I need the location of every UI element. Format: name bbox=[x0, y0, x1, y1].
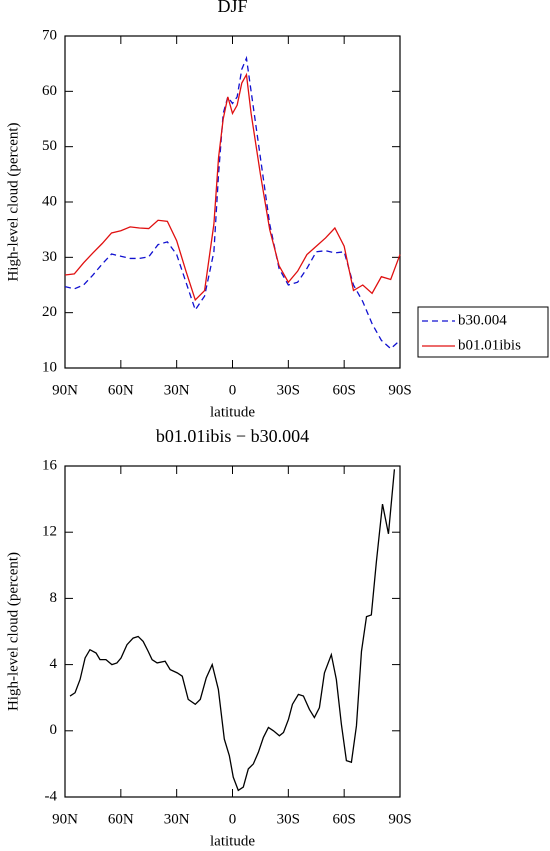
x-tick-label: 0 bbox=[229, 382, 237, 398]
x-tick-label: 90N bbox=[52, 382, 78, 398]
y-tick-label: 4 bbox=[50, 656, 58, 672]
x-tick-label: 90S bbox=[388, 811, 411, 827]
chart-title: DJF bbox=[217, 0, 247, 16]
x-tick-label: 60S bbox=[332, 811, 355, 827]
y-tick-label: 60 bbox=[42, 83, 57, 99]
data-line bbox=[64, 72, 401, 302]
x-tick-label: 0 bbox=[229, 811, 237, 827]
x-tick-label: 30S bbox=[277, 382, 300, 398]
y-tick-label: 30 bbox=[42, 249, 57, 265]
y-tick-label: 70 bbox=[42, 27, 57, 43]
y-tick-label: 40 bbox=[42, 193, 57, 209]
x-tick-label: 60N bbox=[108, 811, 134, 827]
chart-title: b01.01ibis − b30.004 bbox=[156, 426, 309, 446]
x-tick-label: 60N bbox=[108, 382, 134, 398]
x-axis-label: latitude bbox=[210, 833, 255, 849]
y-tick-label: 20 bbox=[42, 304, 57, 320]
y-tick-label: 8 bbox=[50, 590, 58, 606]
plot-frame bbox=[64, 465, 401, 798]
data-line bbox=[64, 55, 401, 350]
legend-box bbox=[417, 306, 549, 358]
x-tick-label: 30S bbox=[277, 811, 300, 827]
x-tick-label: 30N bbox=[164, 382, 190, 398]
y-axis-label: High-level cloud (percent) bbox=[5, 552, 21, 711]
y-tick-label: 12 bbox=[42, 524, 57, 540]
plot-frame bbox=[64, 35, 401, 369]
y-tick-label: -4 bbox=[45, 788, 58, 804]
y-tick-label: 10 bbox=[42, 359, 57, 375]
y-tick-label: 50 bbox=[42, 138, 57, 154]
legend-label: b30.004 bbox=[458, 312, 507, 328]
x-tick-label: 90N bbox=[52, 811, 78, 827]
x-tick-label: 90S bbox=[388, 382, 411, 398]
legend-label: b01.01ibis bbox=[458, 337, 521, 353]
x-tick-label: 60S bbox=[332, 382, 355, 398]
x-tick-label: 30N bbox=[164, 811, 190, 827]
y-axis-label: High-level cloud (percent) bbox=[5, 122, 21, 281]
y-tick-label: 0 bbox=[50, 722, 58, 738]
y-tick-label: 16 bbox=[42, 457, 58, 473]
data-line bbox=[69, 469, 396, 792]
x-axis-label: latitude bbox=[210, 404, 255, 420]
